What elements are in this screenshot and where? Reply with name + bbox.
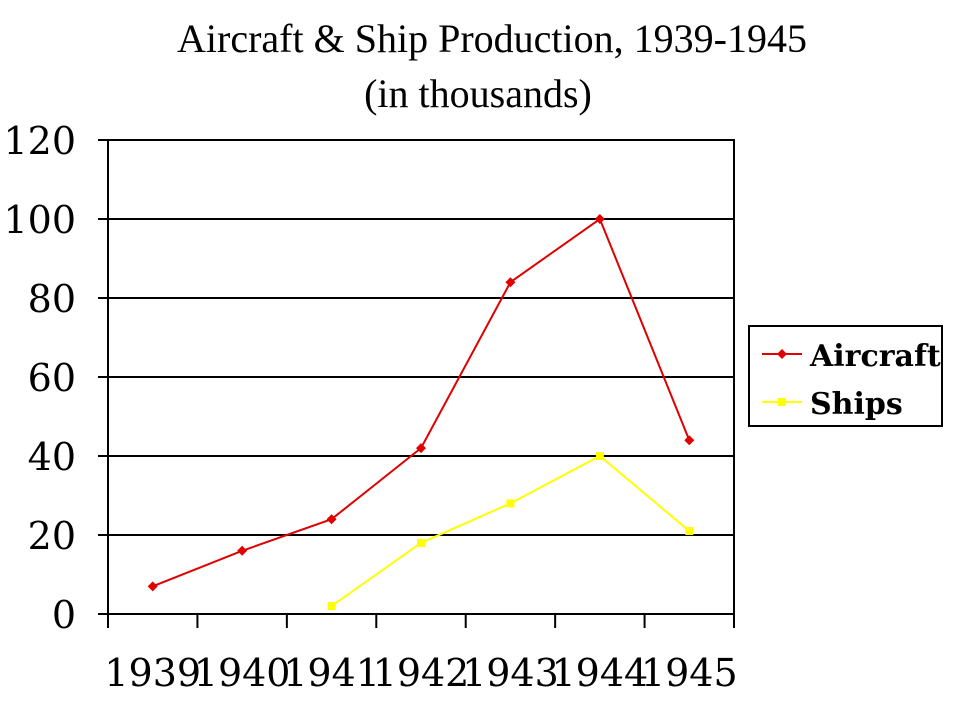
chart-subtitle: (in thousands) bbox=[364, 71, 592, 116]
ships-data-point bbox=[327, 602, 336, 611]
aircraft-data-point bbox=[684, 435, 695, 446]
y-axis-labels: 0 20 40 60 80 100 120 bbox=[3, 119, 76, 637]
x-tick-label: 1943 bbox=[462, 651, 559, 695]
legend-box bbox=[748, 325, 943, 427]
plot-area bbox=[98, 139, 735, 628]
y-tick-label: 120 bbox=[3, 119, 76, 163]
x-tick-label: 1942 bbox=[373, 651, 470, 695]
legend-ships-marker bbox=[778, 398, 786, 406]
x-tick-label: 1944 bbox=[551, 651, 648, 695]
aircraft-data-point bbox=[237, 545, 248, 556]
ships-data-point bbox=[506, 499, 515, 508]
legend-aircraft-marker bbox=[777, 349, 787, 359]
aircraft-data-point bbox=[147, 581, 158, 592]
y-tick-label: 60 bbox=[28, 356, 76, 400]
ships-data-point bbox=[417, 538, 425, 547]
ships-data-point bbox=[685, 527, 694, 536]
legend-ships-label: Ships bbox=[810, 387, 903, 422]
x-tick-label: 1939 bbox=[104, 651, 201, 695]
legend-aircraft-label: Aircraft bbox=[809, 339, 941, 374]
aircraft-data-point bbox=[326, 514, 337, 525]
aircraft-data-point bbox=[505, 277, 516, 288]
ships-data-point bbox=[595, 452, 604, 460]
aircraft-data-point bbox=[416, 443, 426, 454]
y-tick-label: 100 bbox=[3, 198, 76, 242]
y-tick-label: 0 bbox=[52, 593, 76, 637]
x-tick-label: 1941 bbox=[283, 651, 380, 695]
legend: Aircraft Ships bbox=[748, 325, 943, 427]
chart-title: Aircraft & Ship Production, 1939-1945 bbox=[177, 16, 807, 61]
aircraft-data-point bbox=[594, 214, 605, 224]
y-tick-label: 40 bbox=[28, 435, 76, 479]
x-tick-label: 1945 bbox=[641, 651, 738, 695]
y-tick-label: 20 bbox=[28, 514, 76, 558]
series-layer bbox=[147, 214, 695, 611]
y-tick-label: 80 bbox=[28, 277, 76, 321]
x-tick-label: 1940 bbox=[194, 651, 291, 695]
